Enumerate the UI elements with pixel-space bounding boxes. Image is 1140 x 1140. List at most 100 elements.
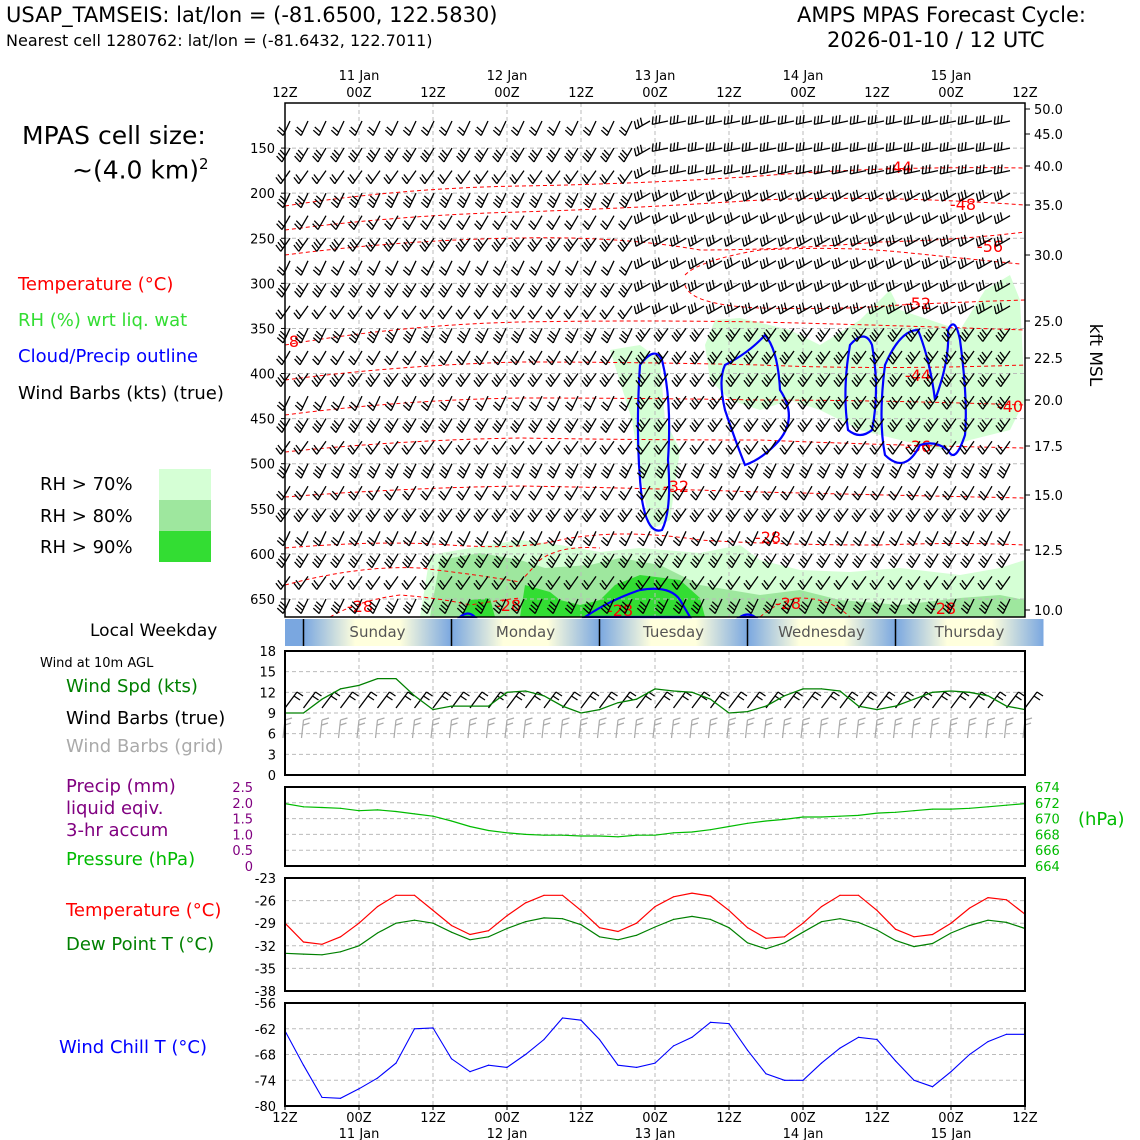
pressure-tick-label: 150 (250, 142, 275, 157)
wind-barb (671, 395, 687, 410)
wind-barb (941, 508, 957, 523)
wind-barb (798, 485, 813, 501)
wind-barb (636, 531, 651, 547)
wind-barb (276, 283, 291, 298)
wind-barb (761, 328, 777, 342)
wind-barb (978, 463, 993, 479)
top-date-label: 11 Jan (339, 69, 380, 84)
wind-barb (960, 463, 975, 479)
wind-barb (492, 531, 507, 547)
wind-barb (492, 598, 507, 614)
wind-barb (366, 147, 381, 163)
true-wind-barb (1024, 691, 1044, 709)
wind-barb (743, 373, 759, 387)
bottom-hour-label: 12Z (272, 1111, 298, 1126)
top-hour-label: 00Z (938, 86, 964, 101)
wind-barb (852, 463, 867, 479)
wind-barb (867, 212, 885, 225)
wind-barb (293, 305, 309, 320)
weekday-band (303, 619, 452, 646)
wind-barb (474, 328, 489, 344)
wind-barb (600, 350, 615, 366)
bottom-hour-label: 12Z (568, 1111, 594, 1126)
top-hour-label: 00Z (642, 86, 668, 101)
wind-barb (993, 212, 1011, 225)
wind-barb (921, 302, 939, 315)
wind-barb (275, 170, 291, 185)
wind-barb (978, 485, 993, 501)
rh90-swatch (159, 531, 211, 562)
wind-barb (366, 598, 381, 614)
wind-barb (741, 212, 759, 225)
grid-wind-barb (670, 717, 681, 739)
true-wind-barb (691, 691, 711, 709)
wind-barb (456, 147, 471, 163)
wind-barb (995, 576, 1011, 590)
wind-barb (867, 141, 885, 153)
wind-barb (276, 485, 291, 501)
wind-barb (759, 189, 777, 202)
wind-barb (564, 120, 579, 136)
wind-barb (977, 576, 993, 590)
grid-wind-barb (559, 717, 570, 739)
wind-barb (275, 508, 291, 523)
wind-barb (312, 418, 327, 433)
wind-barb (546, 531, 561, 547)
wind-barb (437, 440, 453, 455)
wind-barb (474, 395, 489, 412)
wind-barb (618, 260, 633, 276)
wind-barb (885, 234, 903, 247)
wind-barb (564, 395, 579, 412)
wind-barb (509, 576, 525, 590)
wind-barb (438, 328, 453, 344)
wind-barb (366, 531, 381, 547)
wind-barb (779, 350, 795, 365)
true-wind-barb (802, 691, 822, 709)
true-wind-barb (284, 691, 304, 709)
grid-wind-barb (504, 717, 515, 739)
wind-barb (528, 120, 543, 136)
wind-barb (617, 440, 633, 455)
wind-barb (633, 279, 651, 292)
wind-barb (312, 463, 327, 479)
wind-barb (708, 598, 723, 614)
wind-barb (546, 553, 561, 569)
wind-barb (924, 598, 939, 614)
wind-barb (492, 463, 507, 479)
wind-barb (474, 283, 489, 298)
wind-barb (779, 418, 795, 433)
wind-barb (383, 237, 399, 252)
wind-barb (581, 305, 597, 320)
wind-barb (887, 395, 903, 410)
wind-barb (600, 215, 615, 231)
grid-wind-barb (1003, 717, 1014, 739)
wind-barb (491, 576, 507, 590)
wind-barb (599, 440, 615, 455)
wind-barb (939, 212, 957, 225)
wind-barb (456, 531, 471, 547)
wind-barb (906, 463, 921, 479)
wind-barb (419, 305, 435, 320)
wind-barb (635, 350, 651, 365)
precip-tick-label: 2.5 (232, 781, 253, 796)
wind-barb (705, 212, 723, 225)
wind-barb (509, 508, 525, 523)
wind-barb (384, 260, 399, 276)
wind-barb (759, 279, 777, 292)
height-tick-label: 40.0 (1034, 160, 1063, 175)
wind-barb (437, 237, 453, 252)
wind-barb (600, 553, 615, 569)
wind-barb (366, 418, 381, 433)
wind-barb (348, 463, 363, 479)
pressure-tick-label: 350 (250, 322, 275, 337)
wind-barb (813, 234, 831, 247)
wind-barb (797, 328, 813, 342)
bottom-date-label: 14 Jan (783, 1127, 824, 1140)
wind-barb (563, 237, 579, 252)
wind-barb (402, 260, 417, 276)
wind-barb (366, 350, 381, 366)
grid-wind-barb (763, 717, 774, 739)
wind-barb (939, 164, 957, 175)
wind-barb (294, 192, 309, 209)
wind-barb (617, 508, 633, 523)
